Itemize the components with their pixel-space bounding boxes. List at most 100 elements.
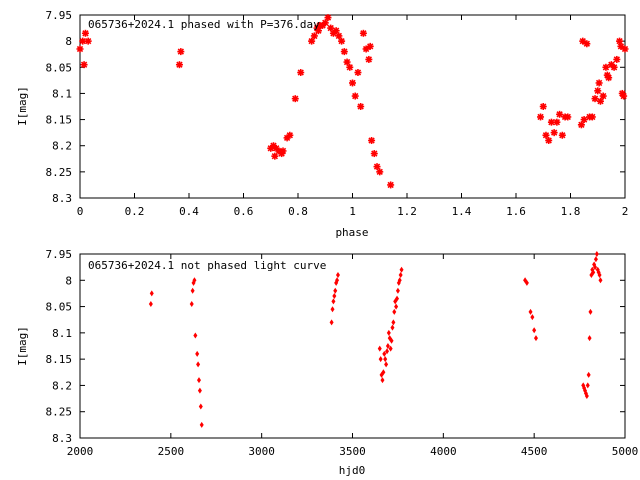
unphased-data-point bbox=[586, 371, 591, 378]
unphased-data-point bbox=[524, 279, 529, 286]
unphased-data-point bbox=[533, 335, 538, 342]
unphased-x-ticks: 2000 2500 3000 3500 4000 4500 5000 bbox=[67, 254, 638, 458]
unphased-data-point bbox=[335, 277, 340, 284]
phased-data-point bbox=[599, 92, 607, 100]
phased-data-point bbox=[605, 74, 613, 82]
phased-data-points bbox=[76, 14, 629, 189]
unphased-data-point bbox=[395, 287, 400, 294]
unphased-data-point bbox=[332, 293, 337, 300]
unphased-data-point bbox=[192, 277, 197, 284]
phased-x-tick-label: 0.8 bbox=[288, 205, 308, 218]
unphased-y-tick-label: 8.15 bbox=[46, 353, 73, 366]
unphased-data-point bbox=[189, 300, 194, 307]
phased-y-tick-label: 8.15 bbox=[46, 114, 73, 127]
phased-data-point bbox=[321, 19, 329, 27]
unphased-data-point bbox=[390, 324, 395, 331]
unphased-data-point bbox=[597, 272, 602, 279]
unphased-data-point bbox=[384, 361, 389, 368]
unphased-data-point bbox=[584, 392, 589, 399]
unphased-data-point bbox=[190, 287, 195, 294]
phased-data-point bbox=[553, 118, 561, 126]
unphased-y-tick-label: 8.2 bbox=[52, 379, 72, 392]
unphased-data-point bbox=[382, 350, 387, 357]
unphased-y-tick-label: 8.25 bbox=[46, 406, 73, 419]
phased-data-point bbox=[351, 92, 359, 100]
unphased-x-tick-label: 4500 bbox=[521, 445, 548, 458]
phased-data-point bbox=[387, 181, 395, 189]
unphased-data-point bbox=[199, 421, 204, 428]
unphased-plot-title: 065736+2024.1 not phased light curve bbox=[88, 259, 326, 272]
phased-data-point bbox=[349, 79, 356, 87]
phased-data-point bbox=[588, 113, 596, 121]
unphased-data-point bbox=[598, 277, 603, 284]
phased-x-tick-label: 1.8 bbox=[561, 205, 581, 218]
unphased-data-point bbox=[386, 329, 391, 336]
unphased-data-point bbox=[594, 251, 599, 257]
phased-data-point bbox=[354, 69, 362, 77]
unphased-data-point bbox=[381, 369, 386, 376]
unphased-y-tick-label: 7.95 bbox=[46, 248, 73, 261]
unphased-data-point bbox=[388, 345, 393, 352]
unphased-data-point bbox=[377, 345, 382, 352]
phased-x-axis-label: phase bbox=[335, 226, 368, 239]
phased-data-point bbox=[620, 92, 628, 100]
phased-y-tick-label: 8.3 bbox=[52, 192, 72, 205]
phased-x-tick-label: 0.4 bbox=[179, 205, 199, 218]
phased-data-point bbox=[76, 45, 84, 53]
unphased-data-point bbox=[380, 377, 385, 384]
phased-data-point bbox=[338, 37, 346, 45]
unphased-data-point bbox=[149, 290, 154, 297]
phased-data-point bbox=[616, 37, 624, 45]
unphased-data-point bbox=[593, 264, 598, 271]
unphased-x-tick-label: 2500 bbox=[158, 445, 185, 458]
unphased-plot-frame bbox=[79, 253, 626, 439]
phased-data-point bbox=[79, 37, 87, 45]
phased-data-point bbox=[373, 163, 381, 171]
phased-y-tick-label: 8 bbox=[65, 35, 72, 48]
phased-y-axis-label: I[mag] bbox=[16, 86, 29, 126]
unphased-data-point bbox=[528, 308, 533, 315]
phased-x-tick-label: 0 bbox=[77, 205, 84, 218]
phased-data-point bbox=[550, 129, 558, 137]
phased-y-tick-label: 8.25 bbox=[46, 166, 73, 179]
unphased-data-point bbox=[398, 272, 403, 279]
phased-data-point bbox=[583, 40, 591, 48]
unphased-x-tick-label: 2000 bbox=[67, 445, 94, 458]
unphased-data-point bbox=[193, 332, 198, 339]
unphased-data-point bbox=[593, 256, 598, 263]
unphased-data-point bbox=[395, 295, 400, 302]
phased-x-tick-label: 0.6 bbox=[234, 205, 254, 218]
phased-x-tick-label: 1.4 bbox=[452, 205, 472, 218]
phased-data-point bbox=[577, 121, 585, 129]
phased-data-point bbox=[80, 61, 88, 69]
phased-data-point bbox=[297, 69, 305, 77]
phased-y-tick-label: 8.1 bbox=[52, 87, 72, 100]
unphased-data-point bbox=[397, 277, 402, 284]
phased-plot-title: 065736+2024.1 phased with P=376.day bbox=[88, 18, 320, 31]
unphased-data-point bbox=[385, 343, 390, 349]
phased-data-point bbox=[335, 32, 343, 40]
unphased-data-point bbox=[385, 348, 390, 355]
unphased-light-curve-panel: 2000 2500 3000 3500 4000 4500 5000 7.95 8 8.05 8.… bbox=[16, 248, 638, 477]
unphased-data-point bbox=[391, 319, 396, 326]
unphased-data-point bbox=[383, 356, 388, 363]
unphased-data-point bbox=[591, 269, 596, 276]
unphased-data-point bbox=[585, 382, 590, 389]
unphased-data-point bbox=[195, 350, 200, 357]
phased-data-point bbox=[84, 37, 92, 45]
phased-data-point bbox=[596, 97, 604, 105]
phased-x-ticks: 0 0.2 0.4 0.6 0.8 1 1.2 1.4 1.6 1.8 2 bbox=[77, 15, 628, 218]
phased-data-point bbox=[324, 14, 332, 22]
phased-data-point bbox=[564, 113, 572, 121]
unphased-x-tick-label: 4000 bbox=[430, 445, 457, 458]
unphased-data-point bbox=[198, 403, 203, 410]
phased-data-point bbox=[286, 131, 294, 139]
phased-data-point bbox=[359, 29, 367, 37]
unphased-x-axis-label: hjd0 bbox=[339, 464, 366, 477]
unphased-data-point bbox=[530, 314, 535, 321]
unphased-data-point bbox=[389, 337, 394, 344]
phased-y-ticks: 7.95 8 8.05 8.1 8.15 8.2 8.25 8.3 bbox=[46, 9, 625, 205]
unphased-y-tick-label: 8.3 bbox=[52, 432, 72, 445]
phased-data-point bbox=[542, 131, 550, 139]
